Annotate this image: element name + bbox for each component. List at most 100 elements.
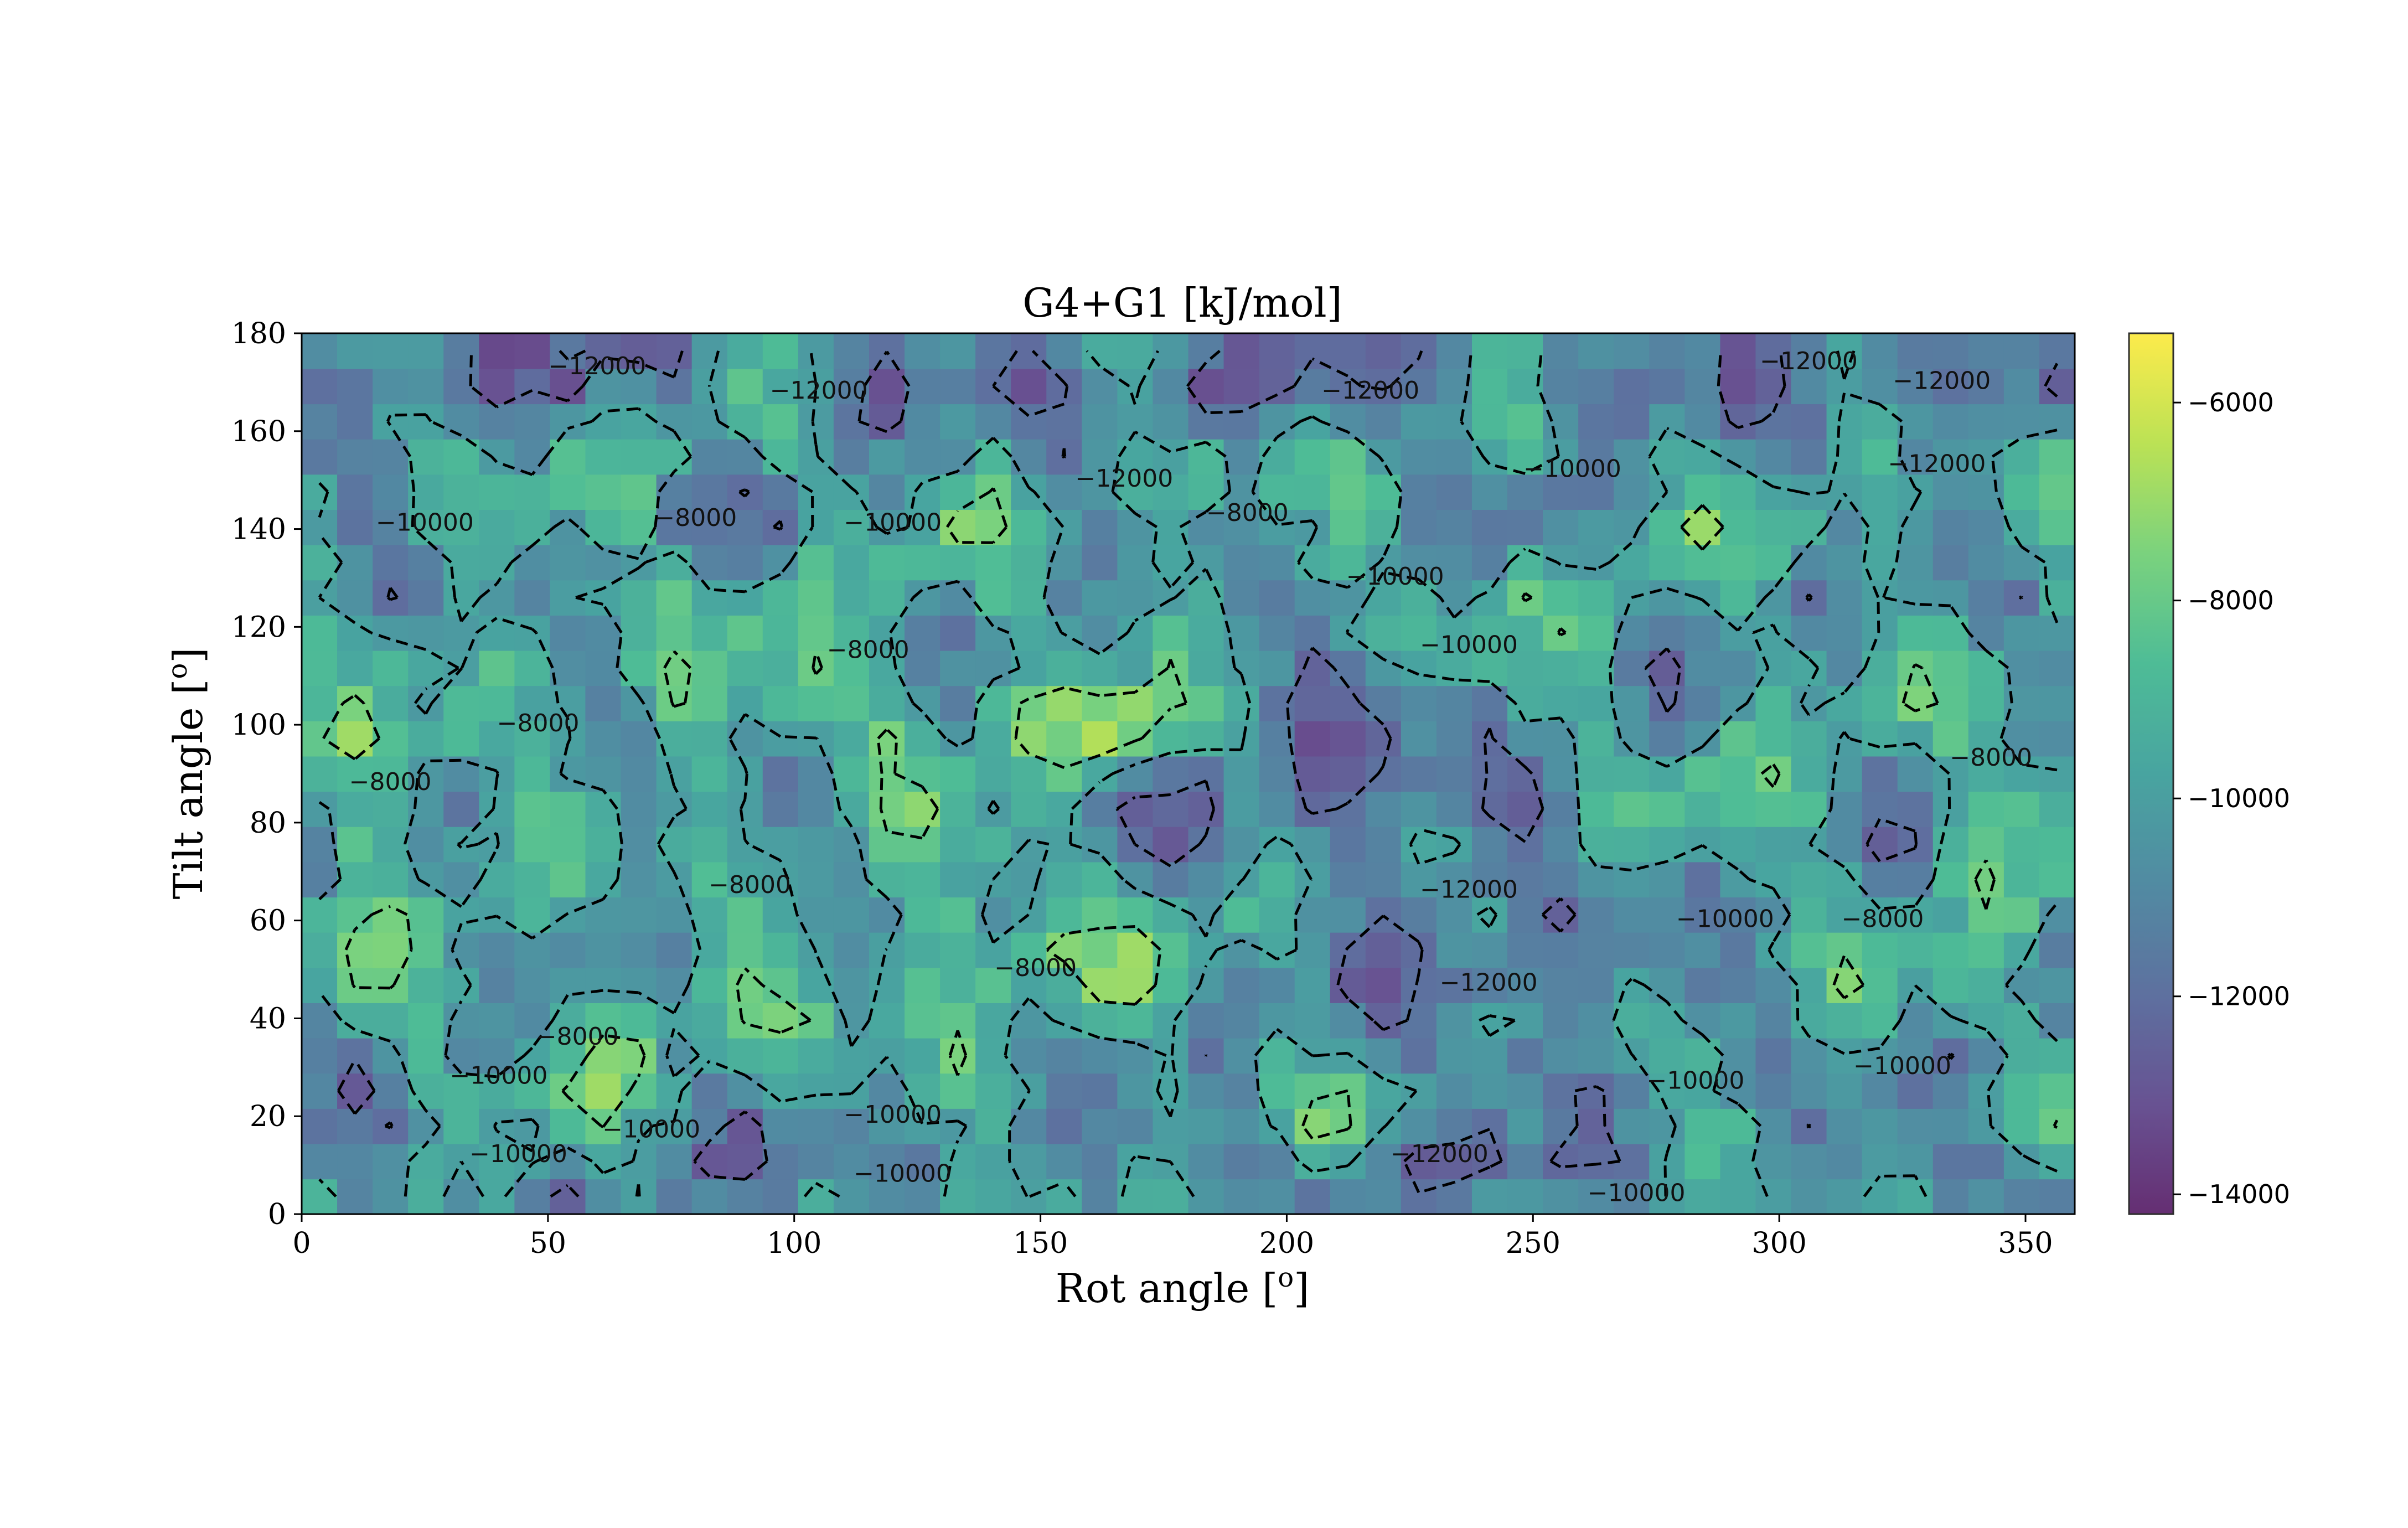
heatmap-cell xyxy=(1223,897,1260,933)
heatmap-cell xyxy=(337,438,373,475)
heatmap-cell xyxy=(869,474,905,510)
heatmap-cell xyxy=(479,509,515,545)
heatmap-cell xyxy=(337,580,373,616)
heatmap-cell xyxy=(1223,1037,1260,1074)
heatmap-cell xyxy=(1401,438,1437,475)
heatmap-cell xyxy=(691,791,728,827)
heatmap-cell xyxy=(621,756,657,792)
heatmap-cell xyxy=(869,650,905,686)
heatmap-cell xyxy=(479,861,515,898)
heatmap-cell xyxy=(656,1179,693,1214)
heatmap-cell xyxy=(302,685,338,721)
heatmap-cell xyxy=(1862,650,1898,686)
heatmap-cell xyxy=(833,897,870,933)
heatmap-cell xyxy=(1826,791,1863,827)
heatmap-cell xyxy=(1365,932,1402,968)
heatmap-cell xyxy=(1614,368,1650,405)
heatmap-cell xyxy=(833,1143,870,1180)
heatmap-cell xyxy=(940,932,976,968)
heatmap-cell xyxy=(443,333,480,369)
heatmap-cell xyxy=(337,544,373,581)
heatmap-cell xyxy=(337,721,373,757)
heatmap-cell xyxy=(940,1073,976,1109)
heatmap-cell xyxy=(1365,580,1402,616)
heatmap-cell xyxy=(1330,685,1366,721)
heatmap-cell xyxy=(1471,333,1508,369)
heatmap-cell xyxy=(1294,615,1331,651)
heatmap-cell xyxy=(1082,438,1118,475)
contour-label: −8000 xyxy=(1950,744,2032,772)
heatmap-cell xyxy=(833,756,870,792)
heatmap-cell xyxy=(833,1179,870,1214)
heatmap-cell xyxy=(1862,1073,1898,1109)
heatmap-cell xyxy=(373,438,409,475)
heatmap-cell xyxy=(1436,967,1472,1003)
heatmap-cell xyxy=(1968,685,2004,721)
heatmap-cell xyxy=(1294,897,1331,933)
heatmap-cell xyxy=(1543,333,1579,369)
heatmap-cell xyxy=(2003,756,2040,792)
contour-label: −10000 xyxy=(376,509,474,537)
heatmap-cell xyxy=(443,1073,480,1109)
heatmap-cell xyxy=(1614,932,1650,968)
heatmap-cell xyxy=(408,721,445,757)
heatmap-cell xyxy=(514,967,551,1003)
heatmap-cell xyxy=(302,1179,338,1214)
heatmap-cell xyxy=(940,615,976,651)
heatmap-cell xyxy=(1543,615,1579,651)
contour-lines xyxy=(318,349,2059,1198)
heatmap-cell xyxy=(337,404,373,440)
heatmap-cell xyxy=(975,404,1011,440)
heatmap-cell xyxy=(869,897,905,933)
heatmap-cell xyxy=(1330,1003,1366,1039)
heatmap-cell xyxy=(1365,404,1402,440)
heatmap-cell xyxy=(585,474,622,510)
heatmap-cell xyxy=(337,333,373,369)
heatmap-cell xyxy=(798,1073,834,1109)
heatmap-cell xyxy=(656,1037,693,1074)
colorbar-tick-label: −14000 xyxy=(2188,1179,2290,1209)
heatmap-cell xyxy=(869,509,905,545)
heatmap-cell xyxy=(1755,861,1792,898)
heatmap-cell xyxy=(2003,544,2040,581)
heatmap-cell xyxy=(337,650,373,686)
heatmap-cell xyxy=(1223,756,1260,792)
heatmap-cell xyxy=(585,791,622,827)
heatmap-cell xyxy=(1046,861,1083,898)
heatmap-cell xyxy=(373,1143,409,1180)
heatmap-cell xyxy=(1684,932,1721,968)
contour-line xyxy=(318,350,2059,1198)
heatmap-cell xyxy=(1082,580,1118,616)
heatmap-cell xyxy=(1755,1179,1792,1214)
heatmap-cell xyxy=(302,932,338,968)
heatmap-cell xyxy=(479,474,515,510)
heatmap-cell xyxy=(762,438,799,475)
heatmap-cell xyxy=(621,1037,657,1074)
heatmap-cell xyxy=(1401,1108,1437,1144)
heatmap-cell xyxy=(1011,438,1047,475)
heatmap-cell xyxy=(727,967,763,1003)
heatmap-cell xyxy=(1507,685,1543,721)
heatmap-cell xyxy=(905,1073,941,1109)
heatmap-cell xyxy=(727,615,763,651)
heatmap-cell xyxy=(762,1179,799,1214)
heatmap-cell xyxy=(479,580,515,616)
heatmap-cell xyxy=(1862,1108,1898,1144)
heatmap-cell xyxy=(1968,967,2004,1003)
heatmap-cell xyxy=(2039,967,2075,1003)
heatmap-cell xyxy=(1684,509,1721,545)
heatmap-cell xyxy=(1862,474,1898,510)
heatmap-cell xyxy=(1436,580,1472,616)
heatmap-cell xyxy=(1153,897,1189,933)
heatmap-cell xyxy=(1755,474,1792,510)
heatmap-cell xyxy=(1188,861,1224,898)
heatmap-cell xyxy=(1401,1143,1437,1180)
heatmap-cell xyxy=(1826,1143,1863,1180)
heatmap-cell xyxy=(621,685,657,721)
heatmap-cell xyxy=(585,580,622,616)
heatmap-cell xyxy=(1932,1143,1969,1180)
heatmap-cell xyxy=(1968,1003,2004,1039)
heatmap-cell xyxy=(443,967,480,1003)
colorbar-ticks: −6000 −8000 −10000 −12000 −14000 xyxy=(2173,388,2290,1209)
heatmap-cell xyxy=(1720,580,1756,616)
